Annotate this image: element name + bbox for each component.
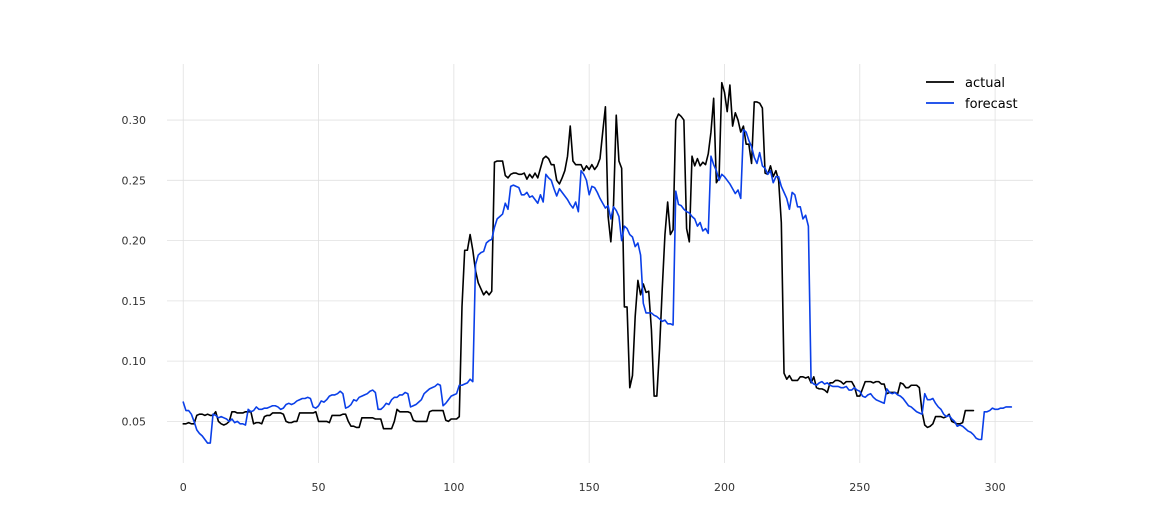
x-tick-label: 150	[579, 481, 600, 494]
series-layer	[182, 81, 1013, 444]
x-tick-label: 200	[714, 481, 735, 494]
y-tick-label: 0.10	[122, 355, 147, 368]
x-axis-tick-labels: 0 50 100 150 200 250 300	[180, 481, 1006, 494]
x-gridlines	[182, 64, 996, 463]
legend-label-forecast: forecast	[965, 97, 1018, 112]
y-tick-label: 0.30	[122, 114, 147, 127]
x-tick-label: 50	[312, 481, 326, 494]
legend-label-actual: actual	[965, 76, 1005, 91]
x-tick-label: 100	[443, 481, 464, 494]
series-line-actual	[182, 81, 975, 430]
x-tick-label: 250	[849, 481, 870, 494]
x-tick-label: 0	[180, 481, 187, 494]
y-tick-label: 0.15	[122, 295, 147, 308]
y-gridlines	[167, 119, 1033, 422]
y-tick-label: 0.05	[122, 415, 147, 428]
legend: actual forecast	[926, 76, 1018, 112]
y-tick-label: 0.20	[122, 235, 147, 248]
y-tick-label: 0.25	[122, 174, 147, 187]
y-axis-tick-labels: 0.05 0.10 0.15 0.20 0.25 0.30	[122, 114, 147, 428]
x-tick-label: 300	[985, 481, 1006, 494]
series-line-forecast	[182, 128, 1013, 444]
